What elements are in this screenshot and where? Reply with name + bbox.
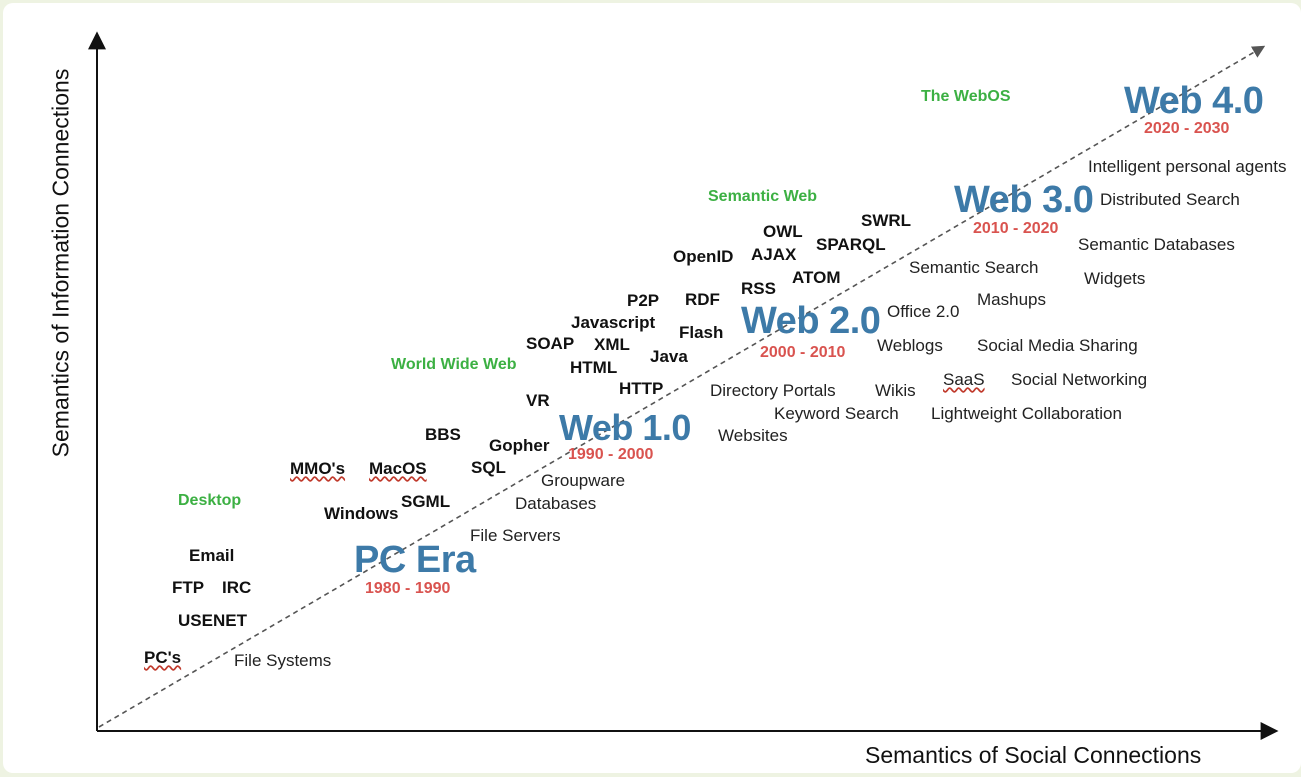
tech-p2p: P2P [627,291,660,310]
era-pc-label: PC Era [354,539,476,581]
app-websites: Websites [718,426,788,445]
app-semantic-databases: Semantic Databases [1078,235,1235,254]
tech-sgml: SGML [401,492,451,511]
tech-java: Java [650,347,688,366]
tech-usenet: USENET [178,611,247,630]
y-axis-title: Semantics of Information Connections [47,68,74,458]
tech-email: Email [189,546,235,565]
tech-flash: Flash [679,323,724,342]
app-file-servers: File Servers [470,526,561,545]
tech-macos: MacOS [369,459,427,478]
app-wikis: Wikis [875,381,916,400]
tech-mmos: MMO's [290,459,346,478]
era-pc-dates: 1980 - 1990 [365,580,451,597]
tech-swrl: SWRL [861,211,912,230]
tech-rss: RSS [741,279,776,298]
era-web2-dates: 2000 - 2010 [760,344,846,361]
x-axis-title: Semantics of Social Connections [865,742,1202,768]
app-office-2: Office 2.0 [887,302,960,321]
app-social-media-sharing: Social Media Sharing [977,336,1138,355]
app-groupware: Groupware [541,471,626,490]
tech-atom: ATOM [792,268,841,287]
app-saas: SaaS [943,370,985,389]
tech-openid: OpenID [673,247,734,266]
tech-gopher: Gopher [489,436,550,455]
era-web4-dates: 2020 - 2030 [1144,120,1230,137]
era-web1-dates: 1990 - 2000 [568,446,654,463]
app-lightweight-collaboration: Lightweight Collaboration [931,404,1122,423]
app-widgets: Widgets [1084,269,1146,288]
tech-http: HTTP [619,379,664,398]
tech-pcs: PC's [144,648,182,667]
app-intelligent-personal-agents: Intelligent personal agents [1088,157,1287,176]
era-web1-label: Web 1.0 [559,407,691,448]
category-webos: The WebOS [921,88,1011,105]
app-weblogs: Weblogs [877,336,943,355]
tech-sql: SQL [471,458,506,477]
tech-rdf: RDF [685,290,720,309]
app-keyword-search: Keyword Search [774,404,899,423]
tech-ajax: AJAX [751,245,797,264]
app-social-networking: Social Networking [1011,370,1148,389]
era-web3-label: Web 3.0 [954,179,1094,221]
era-web3-dates: 2010 - 2020 [973,220,1059,237]
app-file-systems: File Systems [234,651,332,670]
tech-ftp: FTP [172,578,205,597]
diagram-canvas: Semantics of Information Connections Sem… [3,3,1301,773]
category-semantic-web: Semantic Web [708,188,818,205]
category-desktop: Desktop [178,492,242,509]
era-web2-label: Web 2.0 [741,300,881,342]
app-databases: Databases [515,494,597,513]
tech-soap: SOAP [526,334,575,353]
tech-vr: VR [526,391,550,410]
app-semantic-search: Semantic Search [909,258,1039,277]
app-directory-portals: Directory Portals [710,381,836,400]
tech-owl: OWL [763,222,803,241]
tech-irc: IRC [222,578,252,597]
tech-javascript: Javascript [571,313,656,332]
app-mashups: Mashups [977,290,1046,309]
tech-xml: XML [594,335,630,354]
category-world-wide-web: World Wide Web [391,356,517,373]
tech-windows: Windows [324,504,399,523]
app-distributed-search: Distributed Search [1100,190,1240,209]
tech-bbs: BBS [425,425,461,444]
tech-sparql: SPARQL [816,235,886,254]
tech-html: HTML [570,358,618,377]
era-web4-label: Web 4.0 [1124,80,1264,122]
axes-svg [88,31,1279,740]
